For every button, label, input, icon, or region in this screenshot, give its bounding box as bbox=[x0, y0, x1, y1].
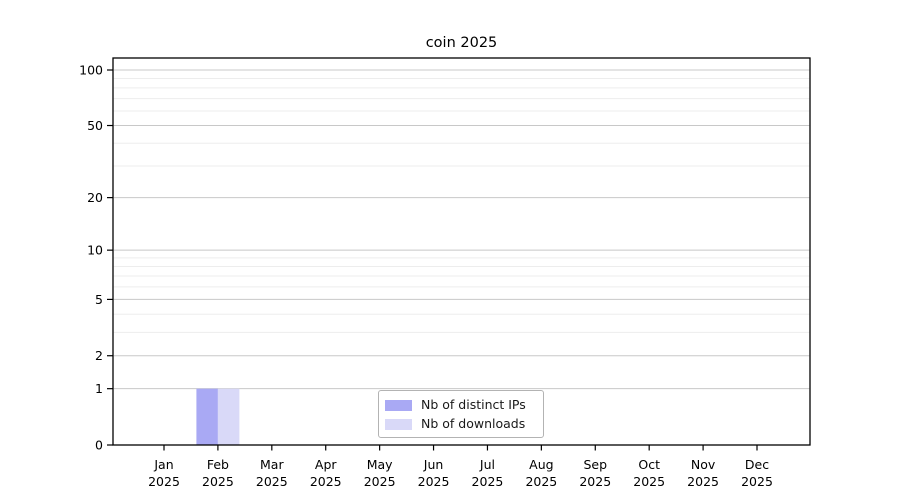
x-tick-label-year: 2025 bbox=[310, 474, 342, 489]
plot-frame bbox=[112, 57, 811, 446]
x-tick-label-month: May bbox=[367, 457, 393, 472]
x-tick-label-year: 2025 bbox=[633, 474, 665, 489]
bar-nb-of-distinct-ips-feb bbox=[196, 388, 218, 445]
x-tick-label-month: Jan bbox=[153, 457, 173, 472]
x-tick-label-year: 2025 bbox=[202, 474, 234, 489]
y-tick-label: 5 bbox=[95, 292, 103, 307]
x-tick-label-year: 2025 bbox=[256, 474, 288, 489]
x-tick-label-month: Apr bbox=[315, 457, 337, 472]
legend-entry-distinct-ips: Nb of distinct IPs bbox=[385, 396, 543, 415]
x-tick-label-year: 2025 bbox=[687, 474, 719, 489]
y-tick-label: 1 bbox=[95, 381, 103, 396]
y-tick-label: 2 bbox=[95, 348, 103, 363]
x-tick-label-month: Jun bbox=[423, 457, 444, 472]
x-tick-label-month: Sep bbox=[583, 457, 607, 472]
legend: Nb of distinct IPs Nb of downloads bbox=[378, 390, 544, 438]
y-tick-label: 100 bbox=[79, 63, 103, 78]
legend-entry-downloads: Nb of downloads bbox=[385, 415, 543, 434]
x-tick-label-year: 2025 bbox=[364, 474, 396, 489]
x-tick-label-year: 2025 bbox=[741, 474, 773, 489]
legend-label-downloads: Nb of downloads bbox=[421, 416, 526, 432]
x-tick-label-month: Aug bbox=[529, 457, 553, 472]
x-tick-label-month: Dec bbox=[745, 457, 769, 472]
x-tick-label-year: 2025 bbox=[148, 474, 180, 489]
legend-swatch-downloads bbox=[385, 419, 412, 430]
y-tick-label: 10 bbox=[87, 243, 103, 258]
y-tick-label: 50 bbox=[87, 118, 103, 133]
x-tick-label-year: 2025 bbox=[525, 474, 557, 489]
x-tick-label-month: Mar bbox=[260, 457, 284, 472]
bar-nb-of-downloads-feb bbox=[217, 388, 240, 445]
x-tick-label-month: Oct bbox=[638, 457, 660, 472]
legend-label-distinct-ips: Nb of distinct IPs bbox=[421, 397, 526, 413]
chart-title: coin 2025 bbox=[425, 35, 498, 51]
x-tick-label-year: 2025 bbox=[472, 474, 504, 489]
y-tick-label: 20 bbox=[87, 190, 103, 205]
x-tick-label-month: Feb bbox=[207, 457, 229, 472]
y-tick-label: 0 bbox=[95, 438, 103, 453]
x-tick-label-year: 2025 bbox=[579, 474, 611, 489]
x-tick-label-month: Nov bbox=[691, 457, 716, 472]
legend-swatch-distinct-ips bbox=[385, 400, 412, 411]
x-tick-label-year: 2025 bbox=[418, 474, 450, 489]
x-tick-label-month: Jul bbox=[479, 457, 495, 472]
